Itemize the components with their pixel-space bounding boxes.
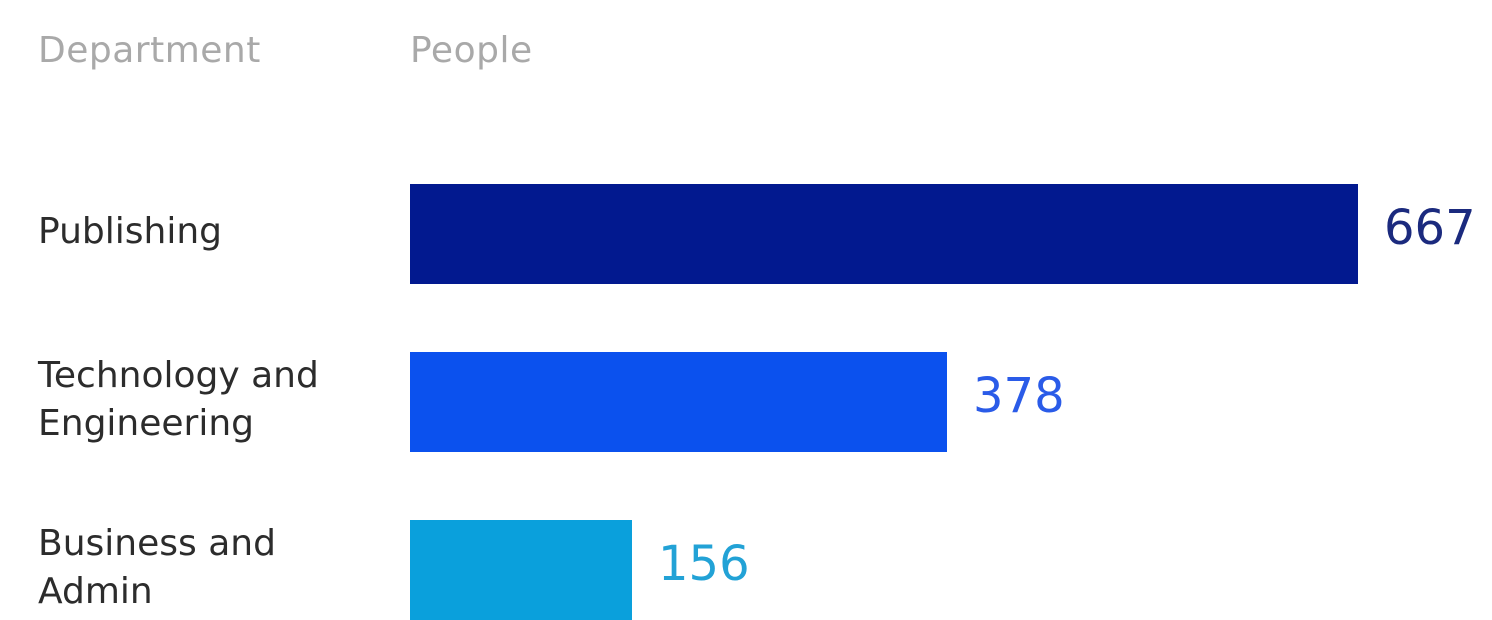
category-label-line: Publishing bbox=[38, 211, 222, 252]
category-label: Business and Admin bbox=[38, 520, 378, 616]
value-label: 667 bbox=[1384, 200, 1476, 256]
bar bbox=[410, 184, 1358, 284]
bar bbox=[410, 352, 947, 452]
value-label: 378 bbox=[973, 368, 1065, 424]
bar bbox=[410, 520, 632, 620]
category-label-line: Admin bbox=[38, 571, 153, 612]
value-label: 156 bbox=[658, 536, 750, 592]
category-label-line: Business and bbox=[38, 523, 276, 564]
category-label-line: Engineering bbox=[38, 403, 254, 444]
category-label: Publishing bbox=[38, 208, 378, 256]
category-label-line: Technology and bbox=[38, 355, 319, 396]
department-header: Department bbox=[38, 30, 261, 71]
people-header: People bbox=[410, 30, 533, 71]
category-label: Technology and Engineering bbox=[38, 352, 378, 448]
